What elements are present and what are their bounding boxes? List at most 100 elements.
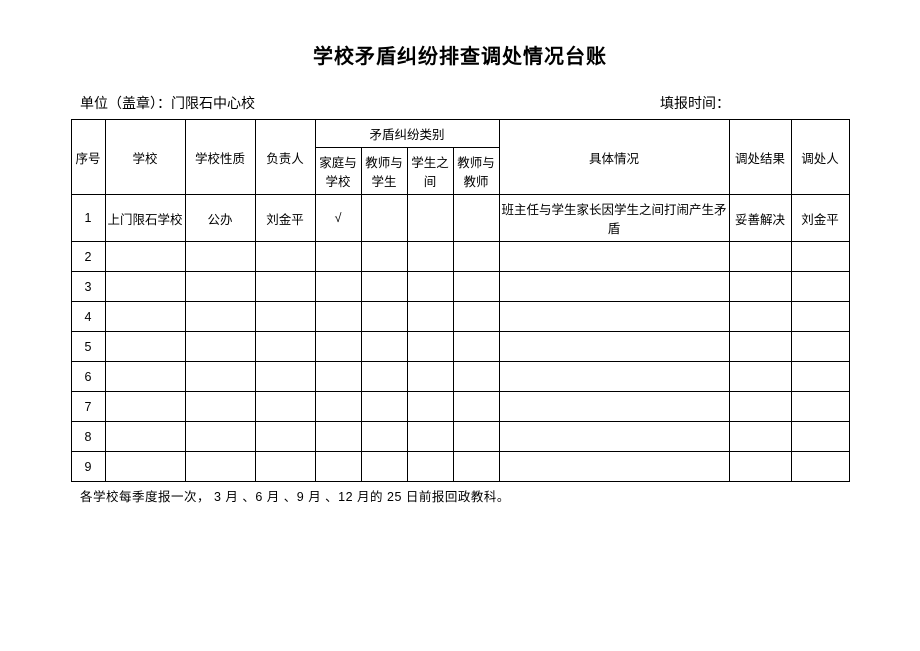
cell-school: [105, 422, 185, 452]
cell-charge: 刘金平: [255, 195, 315, 242]
cell-nature: [185, 392, 255, 422]
cell-cat1: [315, 362, 361, 392]
cell-nature: [185, 302, 255, 332]
cell-detail: [499, 302, 729, 332]
cell-cat3: [407, 332, 453, 362]
cell-cat4: [453, 272, 499, 302]
table-body: 1上门限石学校公办刘金平√班主任与学生家长因学生之间打闹产生矛盾妥善解决刘金平2…: [71, 195, 849, 482]
table-row: 7: [71, 392, 849, 422]
cell-nature: [185, 422, 255, 452]
col-cat2: 教师与学生: [361, 148, 407, 195]
table-row: 9: [71, 452, 849, 482]
table-row: 2: [71, 242, 849, 272]
cell-cat1: [315, 452, 361, 482]
cell-detail: [499, 422, 729, 452]
cell-handler: [791, 302, 849, 332]
cell-cat3: [407, 422, 453, 452]
cell-cat3: [407, 362, 453, 392]
cell-handler: [791, 452, 849, 482]
cell-seq: 8: [71, 422, 105, 452]
cell-charge: [255, 272, 315, 302]
footnote: 各学校每季度报一次， 3 月 、6 月 、9 月 、12 月的 25 日前报回政…: [80, 486, 840, 505]
cell-handler: 刘金平: [791, 195, 849, 242]
col-cat1: 家庭与学校: [315, 148, 361, 195]
cell-cat4: [453, 422, 499, 452]
cell-nature: [185, 452, 255, 482]
cell-cat2: [361, 362, 407, 392]
report-time-block: 填报时间：: [660, 93, 730, 113]
cell-cat1: [315, 332, 361, 362]
cell-cat3: [407, 452, 453, 482]
unit-value: 门限石中心校: [171, 95, 255, 111]
cell-handler: [791, 422, 849, 452]
cell-seq: 9: [71, 452, 105, 482]
cell-seq: 2: [71, 242, 105, 272]
cell-detail: [499, 392, 729, 422]
col-result: 调处结果: [729, 120, 791, 195]
cell-cat2: [361, 195, 407, 242]
cell-school: [105, 332, 185, 362]
cell-charge: [255, 392, 315, 422]
table-row: 5: [71, 332, 849, 362]
cell-seq: 3: [71, 272, 105, 302]
cell-school: [105, 272, 185, 302]
col-category-group: 矛盾纠纷类别: [315, 120, 499, 148]
cell-result: [729, 272, 791, 302]
cell-cat4: [453, 302, 499, 332]
table-row: 3: [71, 272, 849, 302]
cell-cat4: [453, 392, 499, 422]
cell-result: [729, 302, 791, 332]
cell-nature: [185, 332, 255, 362]
col-nature: 学校性质: [185, 120, 255, 195]
cell-cat1: [315, 242, 361, 272]
cell-cat4: [453, 362, 499, 392]
cell-cat2: [361, 422, 407, 452]
cell-detail: [499, 332, 729, 362]
cell-handler: [791, 272, 849, 302]
unit-label-block: 单位（盖章）：门限石中心校: [80, 93, 255, 113]
cell-result: 妥善解决: [729, 195, 791, 242]
cell-cat3: [407, 302, 453, 332]
cell-result: [729, 332, 791, 362]
cell-cat1: [315, 392, 361, 422]
cell-nature: [185, 272, 255, 302]
table-row: 8: [71, 422, 849, 452]
cell-cat4: [453, 195, 499, 242]
report-time-label: 填报时间：: [660, 95, 730, 111]
col-cat3: 学生之间: [407, 148, 453, 195]
cell-detail: [499, 362, 729, 392]
table-row: 6: [71, 362, 849, 392]
cell-cat4: [453, 332, 499, 362]
cell-nature: [185, 242, 255, 272]
cell-cat4: [453, 242, 499, 272]
cell-cat2: [361, 452, 407, 482]
cell-seq: 1: [71, 195, 105, 242]
cell-result: [729, 452, 791, 482]
cell-cat3: [407, 195, 453, 242]
table-row: 4: [71, 302, 849, 332]
cell-cat2: [361, 242, 407, 272]
cell-result: [729, 242, 791, 272]
cell-detail: [499, 272, 729, 302]
cell-charge: [255, 362, 315, 392]
cell-detail: [499, 242, 729, 272]
cell-school: [105, 452, 185, 482]
cell-school: [105, 392, 185, 422]
cell-handler: [791, 392, 849, 422]
cell-school: [105, 362, 185, 392]
cell-result: [729, 362, 791, 392]
cell-seq: 7: [71, 392, 105, 422]
unit-label: 单位（盖章）：: [80, 95, 171, 111]
cell-handler: [791, 362, 849, 392]
cell-school: [105, 242, 185, 272]
cell-cat1: [315, 302, 361, 332]
cell-charge: [255, 332, 315, 362]
cell-nature: 公办: [185, 195, 255, 242]
page-title: 学校矛盾纠纷排查调处情况台账: [60, 40, 860, 69]
cell-result: [729, 392, 791, 422]
cell-detail: [499, 452, 729, 482]
cell-cat2: [361, 332, 407, 362]
cell-detail: 班主任与学生家长因学生之间打闹产生矛盾: [499, 195, 729, 242]
col-detail: 具体情况: [499, 120, 729, 195]
cell-cat1: √: [315, 195, 361, 242]
